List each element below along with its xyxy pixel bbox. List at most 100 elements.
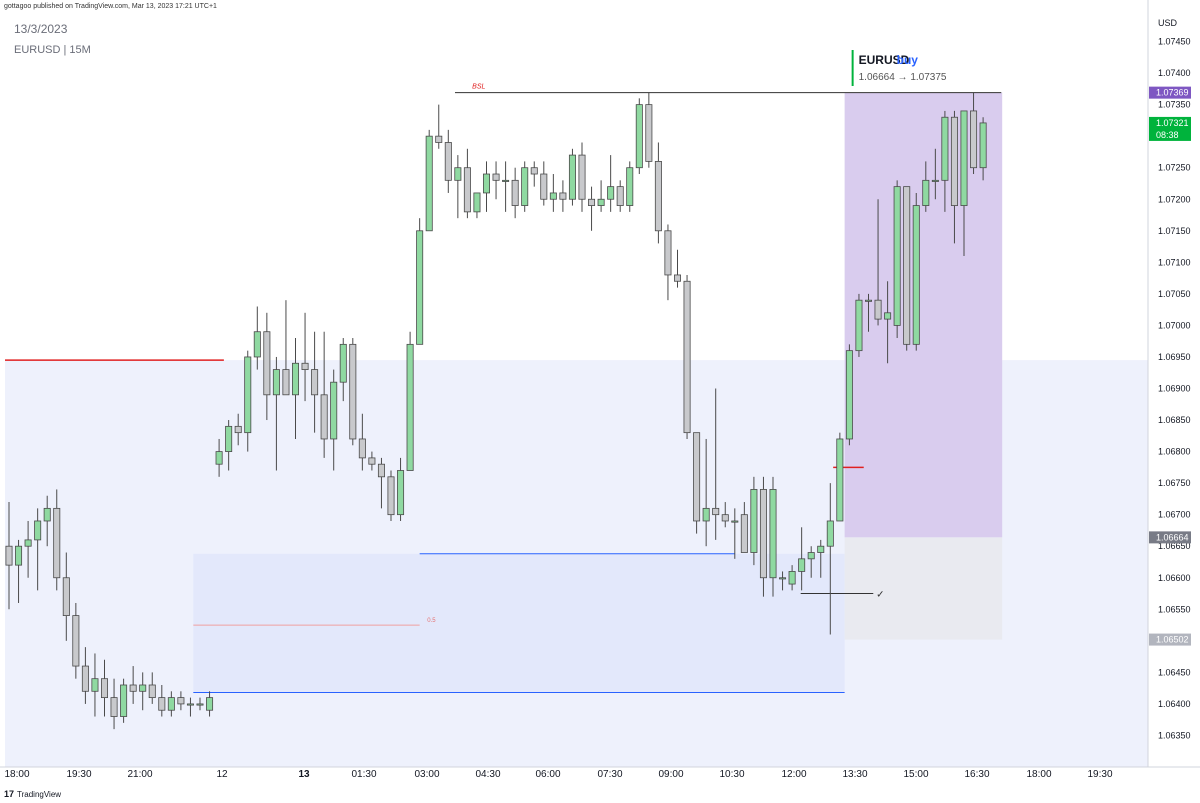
candle xyxy=(903,186,911,351)
candle xyxy=(884,281,892,364)
candle xyxy=(129,666,137,704)
candle xyxy=(950,110,958,244)
x-tick-label: 13:30 xyxy=(842,769,867,780)
candle xyxy=(101,659,109,717)
legend: 13/3/2023 EURUSD | 15M xyxy=(14,22,91,56)
candle xyxy=(406,331,414,471)
price-label-badge xyxy=(1149,531,1191,544)
candle xyxy=(272,356,280,471)
price-label-value: 1.07369 xyxy=(1156,88,1189,98)
candle-body xyxy=(158,697,166,711)
candle-body xyxy=(597,198,605,206)
candle-body xyxy=(215,451,223,465)
candle-body xyxy=(368,457,376,465)
candle-body xyxy=(34,520,42,541)
candle xyxy=(807,546,815,578)
candle-body xyxy=(387,476,395,516)
candle-body xyxy=(397,470,405,516)
price-label-value: 1.06664 xyxy=(1156,532,1189,542)
candle-body xyxy=(53,507,61,579)
y-tick-label: 1.07050 xyxy=(1158,289,1191,299)
y-tick-label: 1.06550 xyxy=(1158,604,1191,614)
x-tick-label: 19:30 xyxy=(66,769,91,780)
price-label-value: 1.07321 xyxy=(1156,118,1189,128)
candle xyxy=(597,180,605,212)
candle-body xyxy=(740,514,748,553)
price-labels-layer: 1.07369 1.07321 08:38 1.06664 1.06502 xyxy=(1149,86,1191,646)
y-tick-label: 1.06650 xyxy=(1158,541,1191,551)
candle xyxy=(454,155,462,219)
candle-body xyxy=(616,186,624,206)
x-tick-label: 07:30 xyxy=(597,769,622,780)
candle xyxy=(540,161,548,206)
candle-body xyxy=(502,179,510,182)
candle-body xyxy=(674,274,682,282)
candle xyxy=(645,92,653,168)
candle-body xyxy=(540,173,548,200)
position-label-side: buy xyxy=(897,53,919,67)
candle-body xyxy=(101,678,109,699)
x-tick-label: 10:30 xyxy=(719,769,744,780)
candle xyxy=(320,331,328,458)
y-tick-label: 1.07400 xyxy=(1158,68,1191,78)
candle xyxy=(922,161,930,212)
candle xyxy=(750,476,758,566)
candle-body xyxy=(836,438,844,522)
x-tick-label: 19:30 xyxy=(1087,769,1112,780)
position-label-symbol: EURUSD xyxy=(859,53,910,67)
candle-body xyxy=(549,192,557,200)
candle xyxy=(177,691,185,711)
candle xyxy=(5,502,13,610)
candle xyxy=(330,369,338,471)
candle-body xyxy=(24,539,32,547)
candle-body xyxy=(626,167,634,206)
price-label-badge xyxy=(1149,116,1191,141)
candle xyxy=(893,180,901,339)
candle-body xyxy=(960,110,968,206)
candle xyxy=(463,148,471,219)
candle xyxy=(53,489,61,591)
candle-body xyxy=(62,577,70,616)
candle xyxy=(358,413,366,471)
candle xyxy=(368,451,376,471)
candle xyxy=(712,388,720,540)
candle-body xyxy=(865,299,873,302)
fib-level-label: 0.5 xyxy=(427,618,436,624)
candle xyxy=(416,218,424,345)
y-tick-label: 1.07150 xyxy=(1158,226,1191,236)
candle-body xyxy=(263,331,271,396)
candle xyxy=(874,199,882,326)
candle-body xyxy=(635,104,643,169)
candle xyxy=(912,192,920,351)
y-tick-label: 1.07250 xyxy=(1158,163,1191,173)
candle-body xyxy=(139,684,147,692)
candle xyxy=(24,520,32,578)
candle xyxy=(311,331,319,433)
price-label-countdown: 08:38 xyxy=(1156,130,1179,140)
zones-layer xyxy=(5,92,1148,767)
x-tick-label: 12:00 xyxy=(781,769,806,780)
candle xyxy=(263,312,271,421)
candle-body xyxy=(463,167,471,213)
candle xyxy=(941,110,949,212)
candle xyxy=(291,338,299,439)
candle-body xyxy=(244,356,252,434)
x-tick-label: 21:00 xyxy=(127,769,152,780)
candle xyxy=(253,306,261,370)
candle-body xyxy=(750,489,758,553)
candle-body xyxy=(177,697,185,705)
candle xyxy=(435,104,443,149)
candle xyxy=(865,293,873,332)
candle-body xyxy=(950,116,958,206)
candle-body xyxy=(148,684,156,699)
candle xyxy=(530,161,538,187)
candle-body xyxy=(120,684,128,717)
candle-body xyxy=(473,192,481,213)
candle xyxy=(349,338,357,446)
candle-body xyxy=(769,489,777,579)
candle xyxy=(845,344,853,446)
candle xyxy=(635,98,643,175)
candle xyxy=(970,92,978,175)
candle xyxy=(244,350,252,452)
